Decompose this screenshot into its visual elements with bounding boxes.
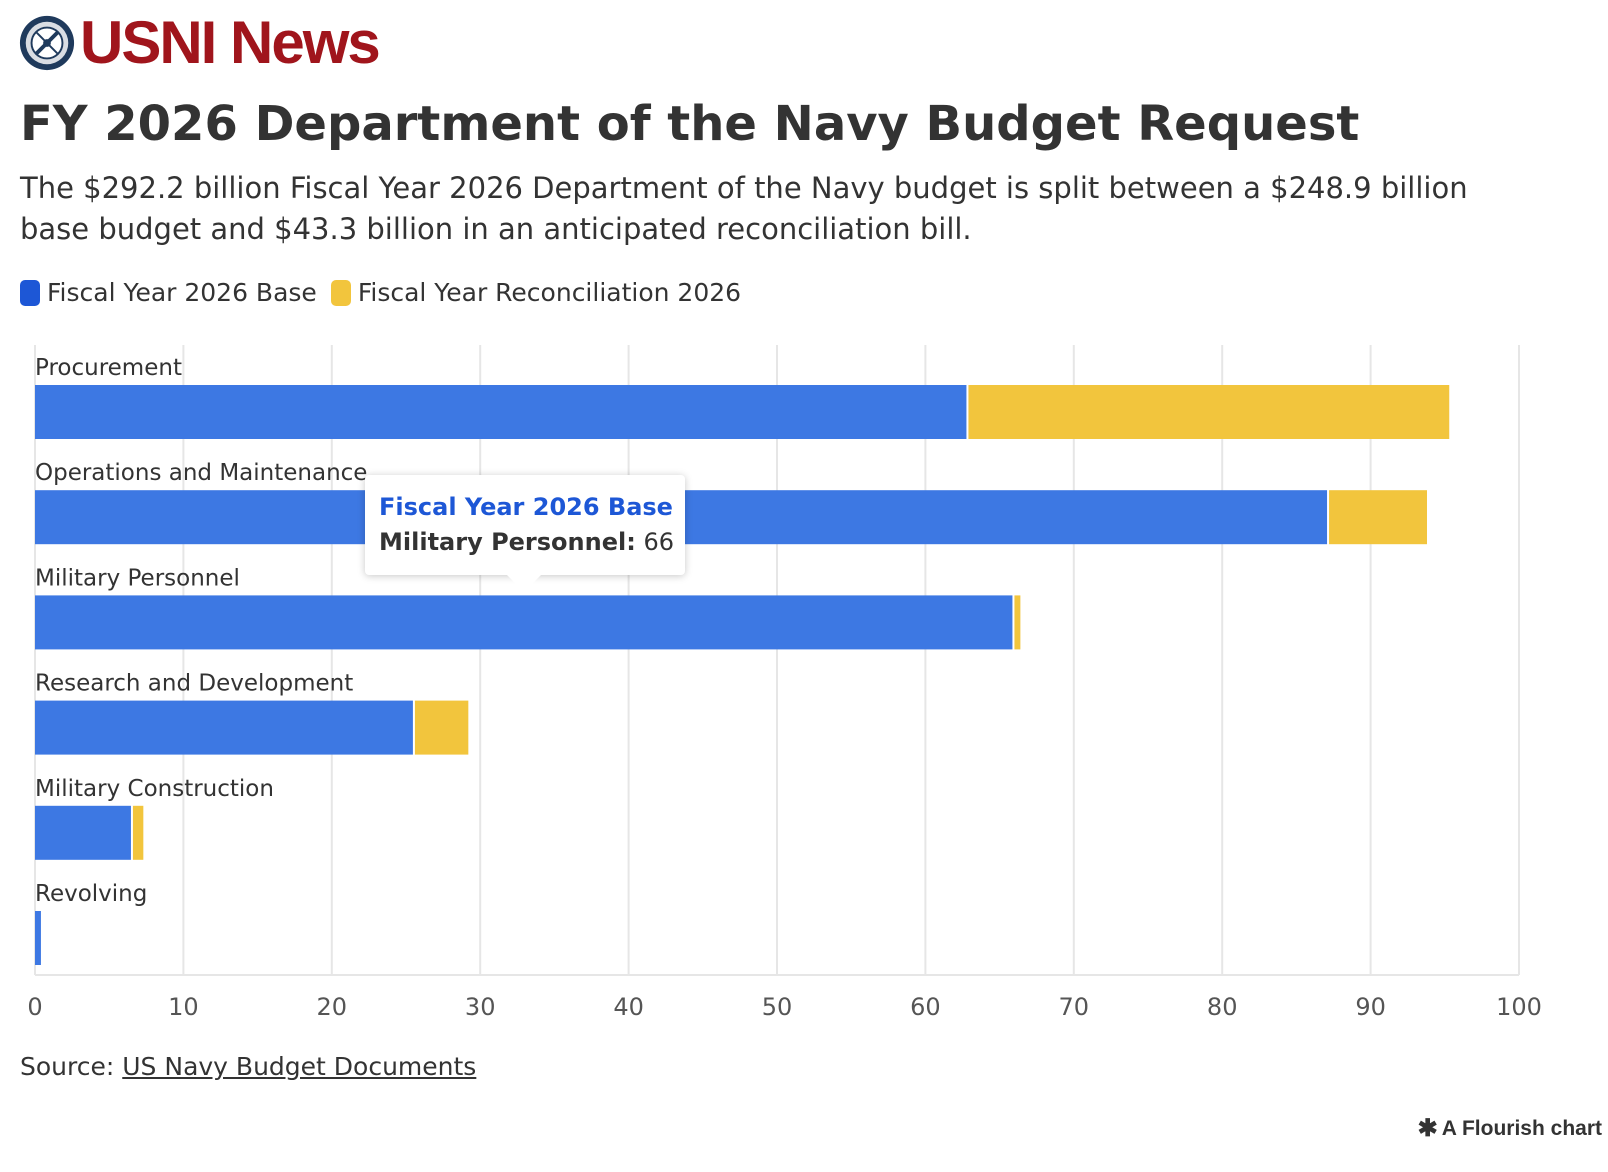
flourish-credit[interactable]: ✱ A Flourish chart bbox=[1418, 1114, 1602, 1143]
legend-item-reconciliation[interactable]: Fiscal Year Reconciliation 2026 bbox=[330, 278, 742, 307]
tooltip-value: 66 bbox=[643, 528, 675, 556]
legend: Fiscal Year 2026 Base Fiscal Year Reconc… bbox=[20, 278, 755, 307]
bar-base-military-construction bbox=[35, 805, 131, 860]
bar-reconciliation-procurement bbox=[968, 385, 1450, 439]
usni-logo[interactable]: USNI News bbox=[18, 9, 381, 76]
legend-swatch-reconciliation bbox=[330, 279, 351, 306]
category-label: Operations and Maintenance bbox=[35, 460, 367, 486]
legend-label-base: Fiscal Year 2026 Base bbox=[47, 278, 317, 307]
x-tick-label-60: 60 bbox=[910, 993, 941, 1021]
x-tick-label-10: 10 bbox=[168, 993, 199, 1021]
tooltip-series: Fiscal Year 2026 Base bbox=[379, 493, 673, 521]
bar-reconciliation-military-personnel bbox=[1014, 595, 1021, 650]
bar-base-procurement bbox=[35, 385, 967, 439]
x-tick-label-70: 70 bbox=[1059, 993, 1090, 1021]
flourish-star-icon: ✱ bbox=[1417, 1115, 1438, 1142]
tooltip-category: Military Personnel: bbox=[379, 528, 636, 556]
source-label: Source: bbox=[20, 1052, 115, 1081]
bar-base-military-personnel bbox=[35, 595, 1013, 650]
x-tick-label-90: 90 bbox=[1355, 993, 1386, 1021]
x-tick-label-30: 30 bbox=[465, 993, 496, 1021]
legend-swatch-base bbox=[20, 279, 40, 306]
bar-base-research-and-development bbox=[35, 700, 413, 755]
x-tick-label-50: 50 bbox=[762, 993, 793, 1021]
chart-subtitle: The $292.2 billion Fiscal Year 2026 Depa… bbox=[20, 171, 1468, 246]
x-tick-label-0: 0 bbox=[27, 993, 42, 1021]
bar-reconciliation-military-construction bbox=[132, 805, 144, 860]
category-label: Revolving bbox=[35, 881, 147, 907]
bar-reconciliation-operations-and-maintenance bbox=[1329, 490, 1427, 545]
category-label: Research and Development bbox=[35, 671, 353, 697]
brand-name: USNI News bbox=[80, 9, 381, 76]
x-tick-label-80: 80 bbox=[1207, 993, 1238, 1021]
category-label: Military Construction bbox=[35, 776, 274, 802]
source-link[interactable]: US Navy Budget Documents bbox=[122, 1052, 477, 1081]
chart-title: FY 2026 Department of the Navy Budget Re… bbox=[20, 96, 1360, 152]
source: Source: US Navy Budget Documents bbox=[20, 1052, 476, 1081]
category-label: Military Personnel bbox=[35, 565, 240, 591]
bar-reconciliation-research-and-development bbox=[414, 700, 469, 755]
x-tick-label-20: 20 bbox=[317, 993, 348, 1021]
category-label: Procurement bbox=[35, 355, 182, 381]
bar-base-revolving bbox=[35, 911, 41, 965]
legend-item-base[interactable]: Fiscal Year 2026 Base bbox=[20, 278, 317, 307]
usni-seal-icon bbox=[19, 15, 75, 71]
x-tick-label-100: 100 bbox=[1496, 993, 1542, 1021]
flourish-credit-text: A Flourish chart bbox=[1441, 1116, 1602, 1140]
tooltip: Fiscal Year 2026 Base Military Personnel… bbox=[365, 475, 685, 592]
tooltip-line: Military Personnel: 66 bbox=[379, 523, 685, 561]
x-tick-label-40: 40 bbox=[613, 993, 644, 1021]
bar-chart: Procurement Operations and Maintenance Mil… bbox=[27, 345, 1542, 1021]
legend-label-reconciliation: Fiscal Year Reconciliation 2026 bbox=[357, 278, 742, 307]
